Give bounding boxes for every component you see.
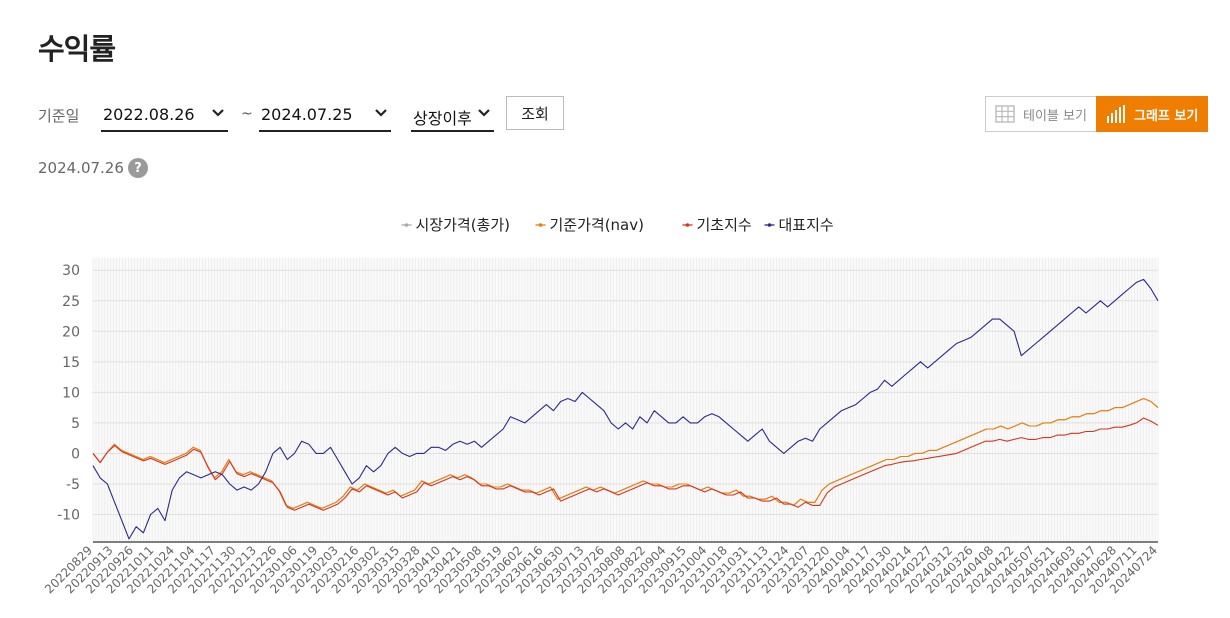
series-line (92, 417, 1159, 511)
graph-view-label: 그래프 보기 (1134, 108, 1199, 124)
question-icon[interactable]: ? (128, 158, 148, 178)
filter-toolbar: 기준일 2022.08.26 ~ 2024.07.25 상장이후 조회 테이블 … (38, 96, 1208, 132)
start-date-select[interactable]: 2022.08.26 (101, 96, 228, 132)
bar-chart-icon (1107, 105, 1125, 123)
y-tick-label: 0 (71, 446, 80, 462)
chart-legend: 시장가격(총가) 기준가격(nav) 기초지수 대표지수 (401, 216, 834, 234)
legend-item[interactable]: 기초지수 (682, 216, 752, 234)
y-tick-label: -10 (57, 508, 80, 524)
date-separator: ~ (241, 106, 253, 122)
series-line (92, 397, 1159, 509)
y-tick-label: 30 (62, 263, 80, 279)
plot-area: -10-505101520253020220829202209132022092… (42, 258, 1160, 596)
table-grid-icon (995, 105, 1015, 123)
legend-item[interactable]: 시장가격(총가) (401, 216, 511, 234)
legend-label: 기초지수 (697, 216, 752, 234)
period-select[interactable]: 상장이후 (411, 96, 494, 132)
query-button[interactable]: 조회 (506, 96, 564, 130)
chevron-down-icon (375, 109, 387, 117)
chevron-down-icon (478, 109, 490, 117)
legend-item[interactable]: 대표지수 (764, 216, 834, 234)
legend-label: 대표지수 (779, 216, 834, 234)
y-tick-label: 20 (62, 324, 80, 340)
legend-label: 기준가격(nav) (550, 216, 644, 234)
return-line-chart: 시장가격(총가) 기준가격(nav) 기초지수 대표지수 -10 -5 0 5 10 15 20 2… (42, 216, 1160, 596)
table-view-label: 테이블 보기 (1023, 108, 1087, 124)
y-tick-label: 5 (71, 416, 80, 432)
graph-view-button[interactable]: 그래프 보기 (1096, 96, 1208, 132)
period-value: 상장이후 (413, 109, 472, 128)
legend-item[interactable]: 기준가격(nav) (535, 216, 644, 234)
y-tick-label: 10 (62, 385, 80, 401)
chevron-down-icon (212, 109, 224, 117)
series-line (92, 278, 1159, 540)
table-view-button[interactable]: 테이블 보기 (985, 96, 1096, 132)
y-tick-label: 15 (62, 355, 80, 371)
page-title: 수익률 (38, 32, 116, 66)
base-date-label: 기준일 (38, 107, 80, 125)
start-date-value: 2022.08.26 (103, 105, 195, 124)
as-of-date: 2024.07.26 (38, 159, 124, 177)
legend-label: 시장가격(총가) (416, 216, 511, 234)
end-date-select[interactable]: 2024.07.25 (259, 96, 391, 132)
end-date-value: 2024.07.25 (261, 105, 353, 124)
y-tick-label: -5 (66, 477, 80, 493)
y-tick-label: 25 (62, 294, 80, 310)
